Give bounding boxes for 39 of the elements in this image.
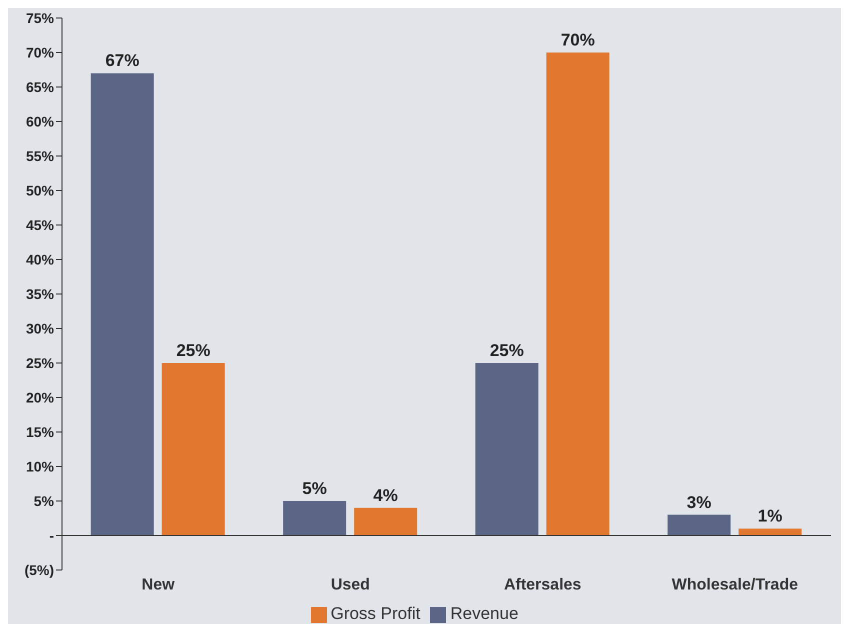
bar xyxy=(546,52,610,536)
text: 5% xyxy=(302,479,327,498)
y-tick-label: 40% xyxy=(26,251,55,268)
bar xyxy=(162,363,225,536)
y-tick-label: 75% xyxy=(26,10,55,26)
y-tick-label: 10% xyxy=(26,458,55,474)
y-tick-label: 70% xyxy=(26,44,55,60)
y-tick-label: 20% xyxy=(26,389,55,406)
x-tick-label: New xyxy=(142,576,176,594)
y-tick-label: 65% xyxy=(26,78,55,95)
text: 1% xyxy=(758,506,782,526)
bar xyxy=(354,508,418,536)
x-tick-label: Used xyxy=(330,576,370,594)
y-tick-label: 15% xyxy=(26,424,55,440)
y-tick-label: 35% xyxy=(26,286,55,302)
text: 70% xyxy=(560,30,595,50)
text: 67% xyxy=(105,51,140,70)
y-tick-label: (5%) xyxy=(24,562,54,578)
y-tick-label: 30% xyxy=(26,320,55,336)
x-tick-label: Aftersales xyxy=(504,576,582,594)
y-tick-label: 5% xyxy=(34,492,55,509)
y-tick-label: 25% xyxy=(26,354,55,371)
text: 25% xyxy=(490,341,524,360)
bar xyxy=(738,528,802,536)
legend-label: Gross Profit xyxy=(330,604,420,623)
x-tick-label: Wholesale/Trade xyxy=(672,576,798,594)
text: 3% xyxy=(686,492,712,512)
y-tick-label: 55% xyxy=(26,148,55,164)
bar xyxy=(475,363,538,536)
bar xyxy=(90,73,154,536)
y-tick-label: 50% xyxy=(26,182,55,198)
legend-label: Revenue xyxy=(450,604,518,623)
y-tick-label: 60% xyxy=(26,113,55,130)
y-tick-label: - xyxy=(49,527,54,544)
bar xyxy=(283,501,346,536)
text: 25% xyxy=(176,341,210,360)
text: 4% xyxy=(373,486,398,505)
y-tick-label: 45% xyxy=(26,216,55,233)
bar xyxy=(668,514,731,536)
